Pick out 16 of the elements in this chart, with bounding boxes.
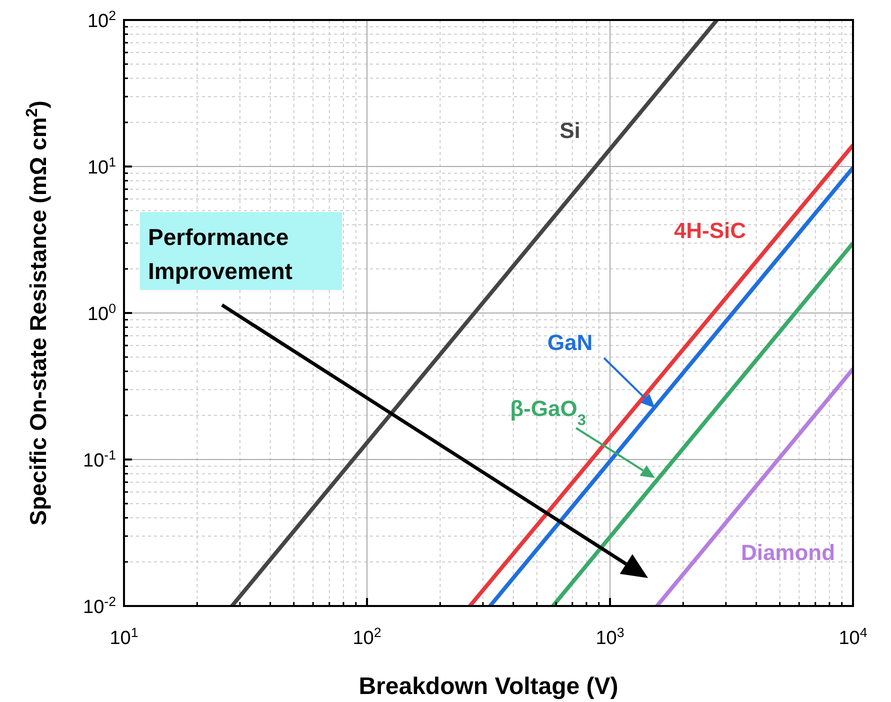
y-tick-label: 10$^{1}$ (87, 154, 116, 178)
series-label: 4H-SiC (674, 218, 746, 243)
x-tick-label: 10$^{3}$ (596, 624, 624, 649)
text: β-GaO$_{3}$ (510, 396, 586, 428)
x-tick-label: 10$^{2}$ (352, 624, 382, 649)
annotation: Performance Improvement (148, 224, 293, 284)
series-label: Si (560, 118, 580, 143)
y-tick-label: 10$^{0}$ (87, 300, 116, 325)
text: GaN (547, 330, 593, 355)
y-tick-label: 10$^{2}$ (87, 8, 116, 32)
x-tick-label: 10$^{1}$ (110, 624, 138, 649)
y-tick-label: 10$^{-1}$ (83, 447, 116, 472)
x-tick-label: 10$^{4}$ (838, 624, 868, 649)
series-label: Diamond (740, 540, 836, 565)
x-axis-title: Breakdown Voltage (V) (358, 673, 618, 700)
y-tick-label: 10$^{-2}$ (83, 594, 116, 618)
